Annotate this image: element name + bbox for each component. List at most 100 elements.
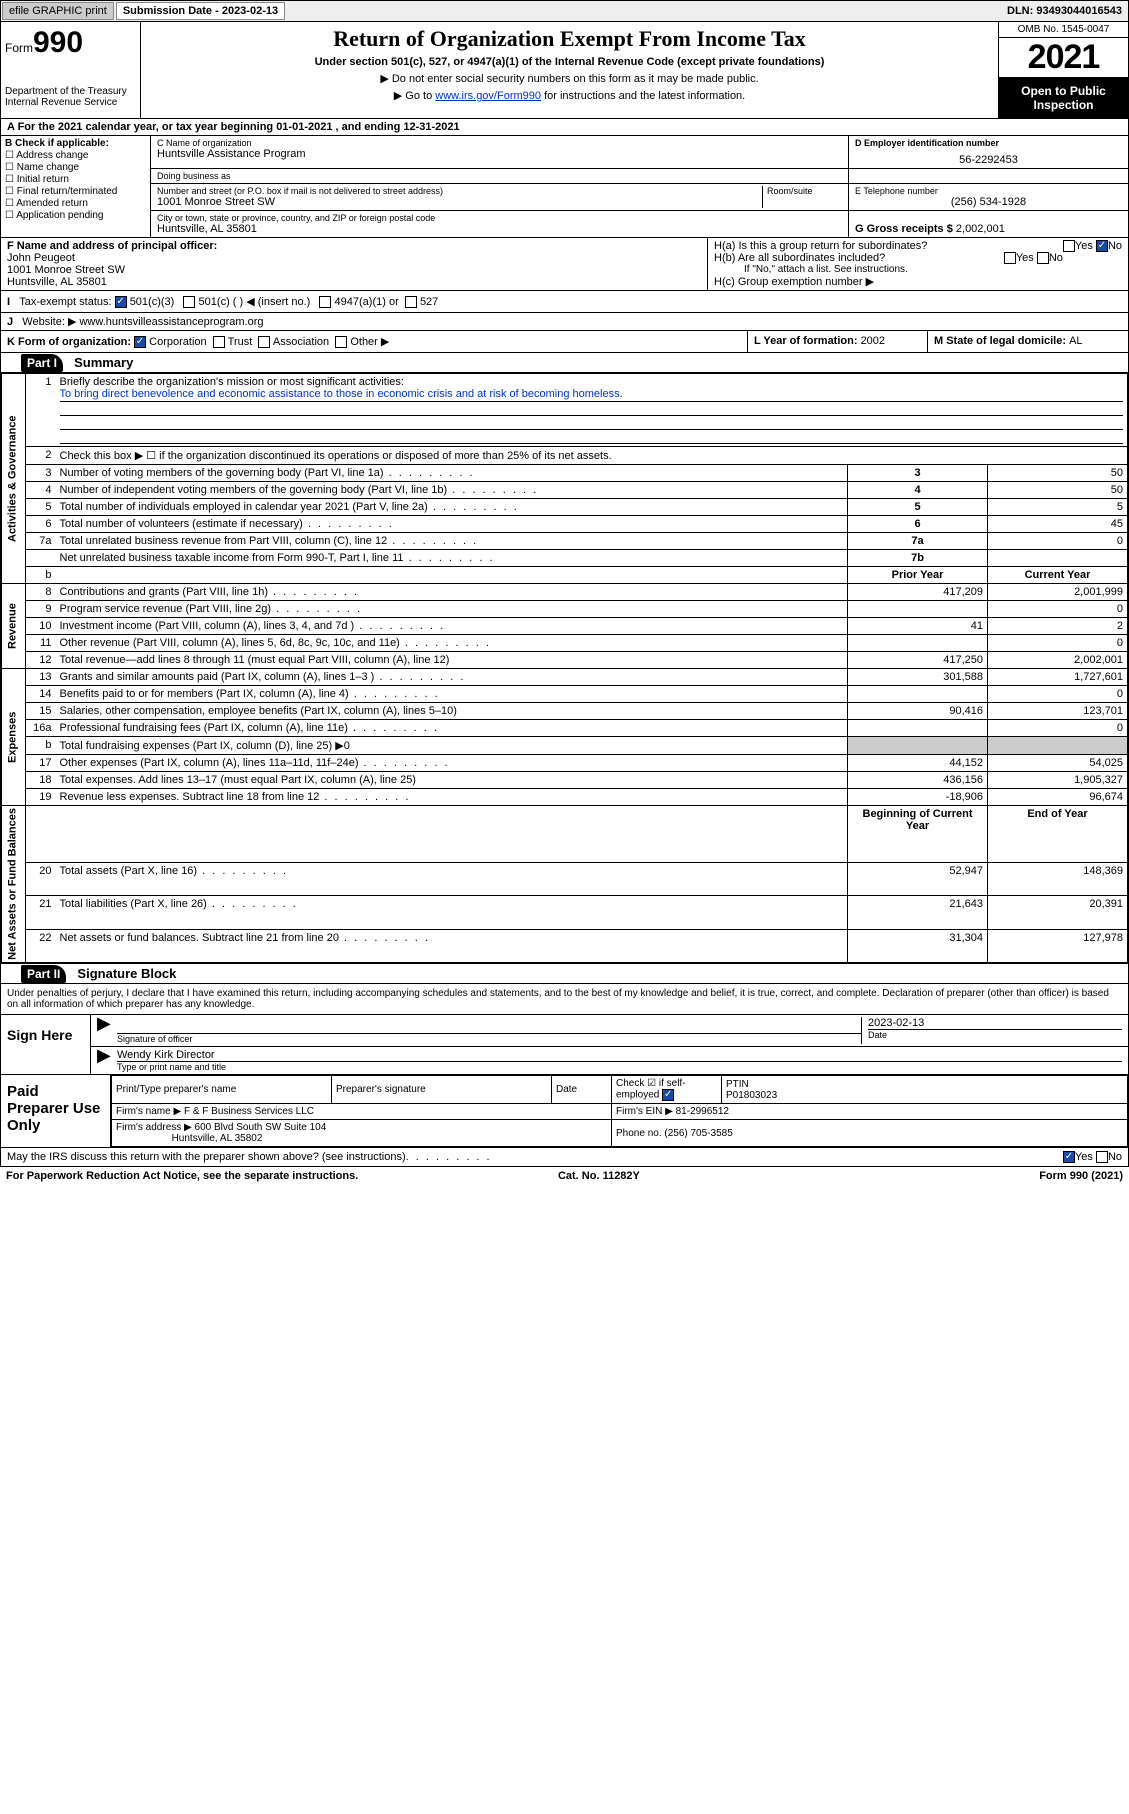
line18-curr: 1,905,327 [988,772,1128,789]
paperwork-notice: For Paperwork Reduction Act Notice, see … [6,1170,358,1182]
note2-pre: ▶ Go to [394,90,435,102]
form-subtitle: Under section 501(c), 527, or 4947(a)(1)… [149,56,990,68]
line13-prior: 301,588 [848,669,988,686]
vlabel-revenue: Revenue [2,584,26,669]
sign-here-row: Sign Here ▶ Signature of officer 2023-02… [1,1014,1128,1074]
part-ii-title: Signature Block [69,964,184,983]
section-j: J Website: ▶ www.huntsvilleassistancepro… [0,313,1129,331]
line4-val: 50 [988,482,1128,499]
line15-desc: Salaries, other compensation, employee b… [56,703,848,720]
line16a-curr: 0 [988,720,1128,737]
line13-curr: 1,727,601 [988,669,1128,686]
sig-date: 2023-02-13 [868,1017,1122,1029]
dept-treasury: Department of the Treasury Internal Reve… [5,86,136,108]
line8-desc: Contributions and grants (Part VIII, lin… [56,584,848,601]
ptin-value: P01803023 [726,1090,777,1101]
sig-officer-label: Signature of officer [117,1033,861,1044]
form-label: Form [5,41,33,55]
line16a-desc: Professional fundraising fees (Part IX, … [56,720,848,737]
line18-desc: Total expenses. Add lines 13–17 (must eq… [56,772,848,789]
line10-curr: 2 [988,618,1128,635]
gross-receipts: 2,002,001 [956,223,1005,235]
line14-desc: Benefits paid to or for members (Part IX… [56,686,848,703]
line20-beg: 52,947 [848,863,988,896]
section-i: I Tax-exempt status: ✓ 501(c)(3) 501(c) … [0,291,1129,313]
perjury-declaration: Under penalties of perjury, I declare th… [1,984,1128,1014]
dba-label: Doing business as [157,171,842,181]
form-version: Form 990 (2021) [1039,1170,1123,1182]
chk-final-return[interactable]: ☐ Final return/terminated [5,186,146,197]
city-label: City or town, state or province, country… [157,213,842,223]
discuss-no[interactable] [1096,1151,1108,1163]
section-bcdeg: B Check if applicable: ☐ Address change … [0,136,1129,238]
website-value: www.huntsvilleassistanceprogram.org [79,316,263,328]
discuss-label: May the IRS discuss this return with the… [7,1151,406,1163]
cb-527[interactable] [405,296,417,308]
form-990: 990 [33,26,83,59]
chk-amended-return[interactable]: ☐ Amended return [5,198,146,209]
discuss-yes[interactable]: ✓ [1063,1151,1075,1163]
chk-address-change[interactable]: ☐ Address change [5,150,146,161]
vlabel-governance: Activities & Governance [2,374,26,584]
firm-ein-label: Firm's EIN ▶ [616,1106,676,1117]
line17-prior: 44,152 [848,755,988,772]
line8-prior: 417,209 [848,584,988,601]
line4-desc: Number of independent voting members of … [56,482,848,499]
firm-name: F & F Business Services LLC [184,1106,314,1117]
date-label: Date [868,1029,1122,1040]
line7a-val: 0 [988,533,1128,550]
line18-prior: 436,156 [848,772,988,789]
footer: For Paperwork Reduction Act Notice, see … [0,1167,1129,1185]
line21-end: 20,391 [988,896,1128,929]
line15-curr: 123,701 [988,703,1128,720]
line22-beg: 31,304 [848,929,988,962]
arrow-icon: ▶ [97,1049,111,1072]
line12-curr: 2,002,001 [988,652,1128,669]
pt-sig-label: Preparer's signature [332,1076,552,1104]
cb-self-employed[interactable]: ✓ [662,1089,674,1101]
cb-4947[interactable] [319,296,331,308]
col-current: Current Year [988,567,1128,584]
cb-association[interactable] [258,336,270,348]
line21-desc: Total liabilities (Part X, line 26) [56,896,848,929]
h-b: H(b) Are all subordinates included? Yes … [714,252,1122,264]
cb-other[interactable] [335,336,347,348]
part-i: Part I Summary Activities & Governance 1… [0,353,1129,964]
chk-name-change[interactable]: ☐ Name change [5,162,146,173]
ha-no[interactable]: ✓ [1096,240,1108,252]
chk-application-pending[interactable]: ☐ Application pending [5,210,146,221]
chk-initial-return[interactable]: ☐ Initial return [5,174,146,185]
line11-curr: 0 [988,635,1128,652]
line20-desc: Total assets (Part X, line 16) [56,863,848,896]
line21-beg: 21,643 [848,896,988,929]
ha-yes[interactable] [1063,240,1075,252]
g-gross-label: G Gross receipts $ [855,223,956,235]
irs-link[interactable]: www.irs.gov/Form990 [435,90,541,102]
firm-ein: 81-2996512 [676,1106,729,1117]
tax-year: 2021 [999,38,1128,78]
officer-addr1: 1001 Monroe Street SW [7,264,125,276]
m-label: M State of legal domicile: [934,335,1069,347]
hb-yes[interactable] [1004,252,1016,264]
topbar: efile GRAPHIC print Submission Date - 20… [0,0,1129,22]
ptin-label: PTIN [726,1079,749,1090]
line19-curr: 96,674 [988,789,1128,806]
h-b-note: If "No," attach a list. See instructions… [714,264,1122,275]
cb-501c3[interactable]: ✓ [115,296,127,308]
line19-prior: -18,906 [848,789,988,806]
cb-corporation[interactable]: ✓ [134,336,146,348]
efile-button[interactable]: efile GRAPHIC print [2,2,114,20]
officer-name: John Peugeot [7,252,75,264]
cb-501c[interactable] [183,296,195,308]
org-name: Huntsville Assistance Program [157,148,842,160]
line20-end: 148,369 [988,863,1128,896]
k-label: K Form of organization: [7,336,131,348]
form-note1: ▶ Do not enter social security numbers o… [149,72,990,85]
firm-phone-label: Phone no. [616,1128,664,1139]
cb-trust[interactable] [213,336,225,348]
line11-desc: Other revenue (Part VIII, column (A), li… [56,635,848,652]
section-fh: F Name and address of principal officer:… [0,238,1129,291]
hb-no[interactable] [1037,252,1049,264]
part-ii: Part II Signature Block Under penalties … [0,964,1129,1148]
part-ii-hdr: Part II [21,965,66,983]
